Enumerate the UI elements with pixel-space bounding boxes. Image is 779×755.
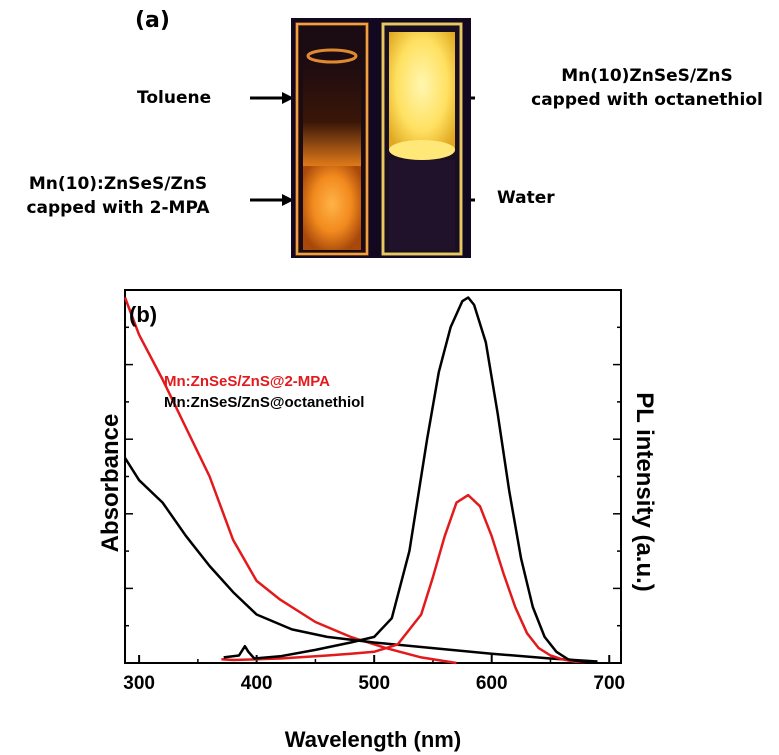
- mpa-sample-label-line1: Mn(10):ZnSeS/ZnS: [28, 174, 208, 194]
- octanethiol-sample-label-line1: Mn(10)ZnSeS/ZnS: [561, 66, 733, 86]
- left-cuvette-toluene-layer: [303, 56, 361, 166]
- mpa-sample-label: Mn(10):ZnSeS/ZnS capped with 2-MPA: [6, 172, 230, 220]
- right-cuvette-interface: [389, 140, 455, 160]
- legend-entry-2mpa: Mn:ZnSeS/ZnS@2-MPA: [164, 373, 330, 390]
- x-tick-label: 400: [241, 673, 273, 694]
- series-line-1: [123, 457, 598, 663]
- cuvette-photo: [291, 18, 471, 258]
- axis-ticks: 300 400 500 600 700: [123, 326, 625, 694]
- octanethiol-sample-label: Mn(10)ZnSeS/ZnS capped with octanethiol: [518, 64, 776, 112]
- data-curves: [123, 296, 598, 665]
- right-cuvette-glow: [389, 32, 455, 150]
- mpa-arrow-icon: [250, 194, 294, 206]
- left-cuvette-glow: [303, 166, 361, 250]
- x-tick-label: 300: [123, 673, 155, 694]
- series-line-0: [123, 297, 457, 665]
- y-axis-title-left: Absorbance: [97, 414, 124, 553]
- x-axis-title: Wavelength (nm): [285, 727, 461, 752]
- series-line-3: [223, 296, 586, 664]
- right-cuvette-water-layer: [389, 160, 455, 250]
- left-cuvette-meniscus: [306, 48, 358, 64]
- y-axis-title-right: PL intensity (a.u.): [631, 392, 658, 592]
- panel-a-label: (a): [135, 8, 170, 33]
- left-cuvette-edge: [296, 23, 368, 255]
- x-tick-label: 700: [593, 673, 625, 694]
- series-line-2: [221, 493, 586, 664]
- right-cuvette-edge: [382, 23, 462, 255]
- mpa-sample-label-line2: capped with 2-MPA: [26, 198, 210, 218]
- plot-frame: [124, 289, 622, 664]
- x-tick-label: 600: [476, 673, 508, 694]
- toluene-arrow-icon: [250, 92, 294, 104]
- legend-entry-octanethiol: Mn:ZnSeS/ZnS@octanethiol: [164, 394, 364, 411]
- water-label: Water: [497, 188, 555, 208]
- panel-b-label: (b): [129, 302, 157, 327]
- toluene-label: Toluene: [137, 88, 212, 108]
- x-tick-label: 500: [358, 673, 390, 694]
- octanethiol-sample-label-line2: capped with octanethiol: [531, 90, 763, 110]
